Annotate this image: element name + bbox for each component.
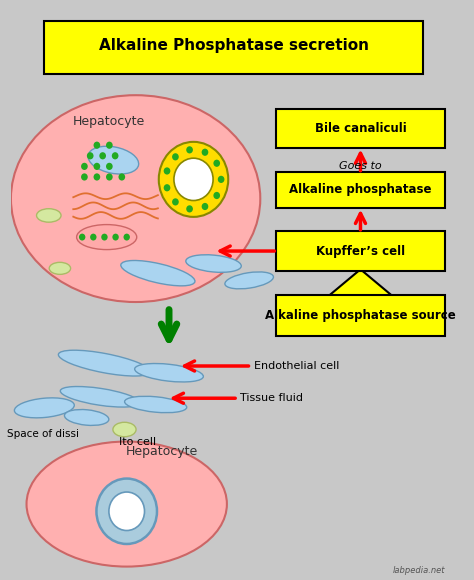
Ellipse shape	[49, 262, 71, 274]
Ellipse shape	[186, 255, 241, 273]
Circle shape	[106, 163, 113, 170]
Text: Hepatocyte: Hepatocyte	[73, 115, 145, 128]
Circle shape	[96, 478, 157, 544]
Ellipse shape	[225, 272, 273, 289]
FancyBboxPatch shape	[276, 231, 445, 271]
Text: Goes to: Goes to	[339, 161, 382, 171]
Circle shape	[174, 158, 213, 201]
Circle shape	[79, 234, 85, 241]
Circle shape	[100, 152, 106, 160]
Ellipse shape	[60, 386, 140, 407]
Circle shape	[172, 153, 179, 161]
Circle shape	[109, 492, 145, 531]
Circle shape	[81, 173, 88, 180]
Text: Alkaline phosphatase: Alkaline phosphatase	[289, 183, 432, 197]
Ellipse shape	[11, 95, 260, 302]
Ellipse shape	[27, 441, 227, 567]
Circle shape	[218, 176, 225, 183]
Text: Bile canaliculi: Bile canaliculi	[315, 122, 406, 135]
Circle shape	[93, 163, 100, 170]
Circle shape	[164, 168, 170, 175]
Circle shape	[112, 152, 118, 160]
Circle shape	[186, 146, 193, 154]
Text: Endothelial cell: Endothelial cell	[254, 361, 339, 371]
Text: Space of dissi: Space of dissi	[7, 429, 79, 438]
Ellipse shape	[135, 364, 203, 382]
Text: Kupffer’s cell: Kupffer’s cell	[316, 245, 405, 258]
Ellipse shape	[14, 398, 74, 418]
FancyBboxPatch shape	[276, 172, 445, 208]
Circle shape	[164, 184, 170, 191]
Text: Alkaline phosphatase source: Alkaline phosphatase source	[265, 309, 456, 321]
Circle shape	[93, 173, 100, 180]
Circle shape	[124, 234, 130, 241]
Circle shape	[213, 160, 220, 167]
FancyBboxPatch shape	[276, 108, 445, 148]
Circle shape	[81, 163, 88, 170]
Circle shape	[93, 142, 100, 149]
Circle shape	[106, 173, 113, 180]
Ellipse shape	[58, 350, 151, 376]
Text: Hepatocyte: Hepatocyte	[126, 445, 199, 458]
Circle shape	[201, 203, 208, 210]
FancyBboxPatch shape	[45, 21, 423, 74]
Circle shape	[186, 205, 193, 212]
Circle shape	[118, 173, 125, 180]
Circle shape	[159, 142, 228, 217]
Polygon shape	[327, 269, 394, 297]
Circle shape	[213, 192, 220, 199]
Ellipse shape	[64, 409, 109, 425]
Circle shape	[87, 152, 93, 160]
Text: Tissue fluid: Tissue fluid	[240, 393, 303, 403]
Text: Alkaline Phosphatase secretion: Alkaline Phosphatase secretion	[99, 38, 369, 53]
FancyBboxPatch shape	[276, 295, 445, 336]
Text: Ito cell: Ito cell	[119, 437, 156, 447]
Ellipse shape	[36, 209, 61, 222]
Text: labpedia.net: labpedia.net	[392, 566, 445, 575]
Circle shape	[90, 234, 97, 241]
Ellipse shape	[125, 396, 187, 413]
Circle shape	[101, 234, 108, 241]
Circle shape	[106, 142, 113, 149]
Circle shape	[172, 198, 179, 205]
Circle shape	[112, 234, 119, 241]
Circle shape	[201, 148, 208, 156]
Ellipse shape	[77, 224, 137, 249]
Ellipse shape	[121, 260, 195, 286]
Ellipse shape	[113, 422, 136, 437]
Ellipse shape	[88, 146, 139, 174]
